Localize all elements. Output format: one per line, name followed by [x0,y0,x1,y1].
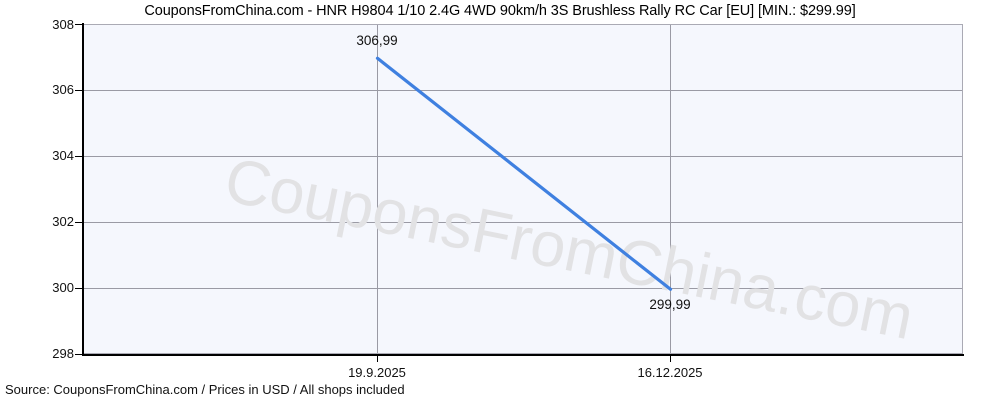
price-series [375,56,673,291]
data-point-label-1: 306,99 [356,33,398,48]
x-axis-tick-mark-16-12-2025 [670,355,671,362]
y-axis-tick-mark-304 [75,156,82,157]
x-axis-tick-mark-19-9-2025 [377,355,378,362]
x-axis-line [82,354,964,356]
y-axis-tick-label-308: 308 [52,17,74,32]
gridline-vertical-16-12-2025 [670,25,671,353]
y-axis-tick-label-304: 304 [52,148,74,163]
gridline-horizontal-300 [83,288,962,289]
chart-title: CouponsFromChina.com - HNR H9804 1/10 2.… [144,3,856,19]
y-axis-tick-mark-300 [75,288,82,289]
y-axis-line [82,23,84,356]
y-axis-tick-mark-302 [75,222,82,223]
x-axis-tick-label-16-12-2025: 16.12.2025 [637,365,703,380]
source-note: Source: CouponsFromChina.com / Prices in… [5,382,405,397]
y-axis-tick-label-300: 300 [52,280,74,295]
data-point-label-2: 299,99 [649,297,691,312]
y-axis-tick-mark-308 [75,24,82,25]
gridline-vertical-19-9-2025 [377,25,378,353]
price-line [375,56,673,291]
y-axis-tick-label-298: 298 [52,346,74,361]
y-axis-tick-mark-306 [75,90,82,91]
gridline-horizontal-302 [83,222,962,223]
y-axis-tick-label-306: 306 [52,82,74,97]
y-axis-tick-mark-298 [75,354,82,355]
plot-area: CouponsFromChina.com [82,24,963,354]
gridline-horizontal-306 [83,90,962,91]
gridline-horizontal-304 [83,156,962,157]
y-axis-tick-label-302: 302 [52,214,74,229]
x-axis-tick-label-19-9-2025: 19.9.2025 [348,365,406,380]
